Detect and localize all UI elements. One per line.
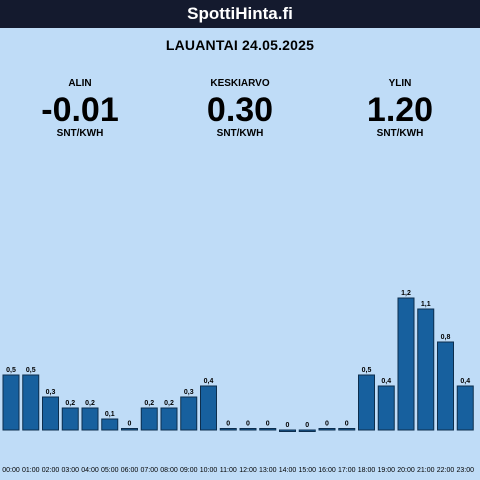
bar-value-label: 1,2 [401,290,411,297]
bar-1100[interactable] [219,428,237,431]
stat-min-value: -0.01 [41,91,119,129]
bar-0300[interactable] [61,407,79,431]
app-header: SpottiHinta.fi [0,0,480,28]
x-tick-label: 01:00 [22,467,40,474]
bar-value-label: 0 [266,421,270,428]
x-tick-label: 20:00 [397,467,415,474]
x-tick-label: 09:00 [180,467,198,474]
bar-value-label: 0 [246,421,250,428]
stat-max-label: YLIN [388,78,412,89]
x-tick-label: 13:00 [259,467,277,474]
bar-value-label: 0,8 [441,334,451,341]
bar-1600[interactable] [318,428,336,431]
x-tick-label: 08:00 [160,467,178,474]
bar-value-label: 0,3 [46,389,56,396]
stat-min: ALIN -0.01 SNT/KWH [10,78,150,139]
x-tick-label: 14:00 [279,467,297,474]
bar-value-label: 0,4 [204,378,214,385]
bar-value-label: 0 [226,421,230,428]
bar-value-label: 0 [286,422,290,429]
bar-value-label: 0,3 [184,389,194,396]
bar-2100[interactable] [417,308,435,431]
bar-value-label: 0 [345,421,349,428]
x-tick-label: 07:00 [140,467,158,474]
bar-value-label: 0 [305,422,309,429]
x-tick-label: 03:00 [61,467,79,474]
bar-2200[interactable] [437,341,454,431]
bar-0800[interactable] [160,407,178,431]
bar-value-label: 1,1 [421,301,431,308]
bar-1000[interactable] [200,385,217,431]
x-tick-label: 11:00 [220,467,237,474]
stat-min-unit: SNT/KWH [56,128,104,139]
bar-value-label: 0,5 [362,367,372,374]
bar-1700[interactable] [338,428,356,431]
bar-1300[interactable] [259,428,277,431]
x-tick-label: 21:00 [417,467,435,474]
stat-max-value: 1.20 [366,91,434,129]
bar-value-label: 0,5 [26,367,36,374]
x-tick-label: 19:00 [377,467,395,474]
x-tick-label: 04:00 [81,467,99,474]
x-tick-label: 23:00 [456,467,474,474]
x-tick-label: 05:00 [101,467,119,474]
stat-max: YLIN 1.20 SNT/KWH [330,78,470,139]
stat-min-label: ALIN [68,78,92,89]
bar-1900[interactable] [377,385,395,431]
site-title[interactable]: SpottiHinta.fi [187,4,293,23]
bar-value-label: 0,2 [144,400,154,407]
x-tick-label: 12:00 [239,467,257,474]
bar-value-label: 0 [128,421,132,428]
x-tick-label: 16:00 [318,467,336,474]
bar-value-label: 0,2 [85,400,95,407]
bar-0600[interactable] [121,428,138,431]
bar-1800[interactable] [358,374,375,431]
x-tick-label: 22:00 [437,467,455,474]
x-tick-label: 15:00 [298,467,316,474]
stat-average: KESKIARVO 0.30 SNT/KWH [170,78,310,139]
price-bar-chart: 0,5 00:00 0,5 01:00 0,3 02:00 0,2 03:00 0,2 04:00… [2,290,474,474]
bar-0200[interactable] [42,396,59,431]
stat-average-unit: SNT/KWH [216,128,264,139]
bar-0700[interactable] [140,407,158,431]
bar-value-label: 0 [325,421,329,428]
bar-value-label: 0,2 [164,400,174,407]
bar-2000[interactable] [397,297,415,431]
stat-average-value: 0.30 [206,91,274,129]
bar-0100[interactable] [22,374,40,431]
bar-0400[interactable] [81,407,99,431]
bar-value-label: 0,1 [105,411,115,418]
x-tick-label: 00:00 [2,467,20,474]
bar-value-label: 0,2 [65,400,75,407]
bar-2300[interactable] [456,385,474,431]
x-tick-label: 17:00 [338,467,356,474]
bar-value-label: 0,5 [6,367,16,374]
bar-1200[interactable] [239,428,257,431]
stat-average-label: KESKIARVO [210,78,270,89]
bar-0500[interactable] [101,418,119,431]
x-tick-label: 06:00 [121,467,139,474]
bar-0900[interactable] [180,396,198,431]
stat-max-unit: SNT/KWH [376,128,424,139]
bar-0000[interactable] [2,374,20,431]
date-title: LAUANTAI 24.05.2025 [165,37,315,53]
bar-value-label: 0,4 [381,378,391,385]
x-tick-label: 02:00 [42,467,60,474]
bar-value-label: 0,4 [460,378,470,385]
bar-1500[interactable] [298,429,316,432]
x-tick-label: 18:00 [358,467,376,474]
x-tick-label: 10:00 [200,467,218,474]
bar-1400[interactable] [279,429,296,432]
